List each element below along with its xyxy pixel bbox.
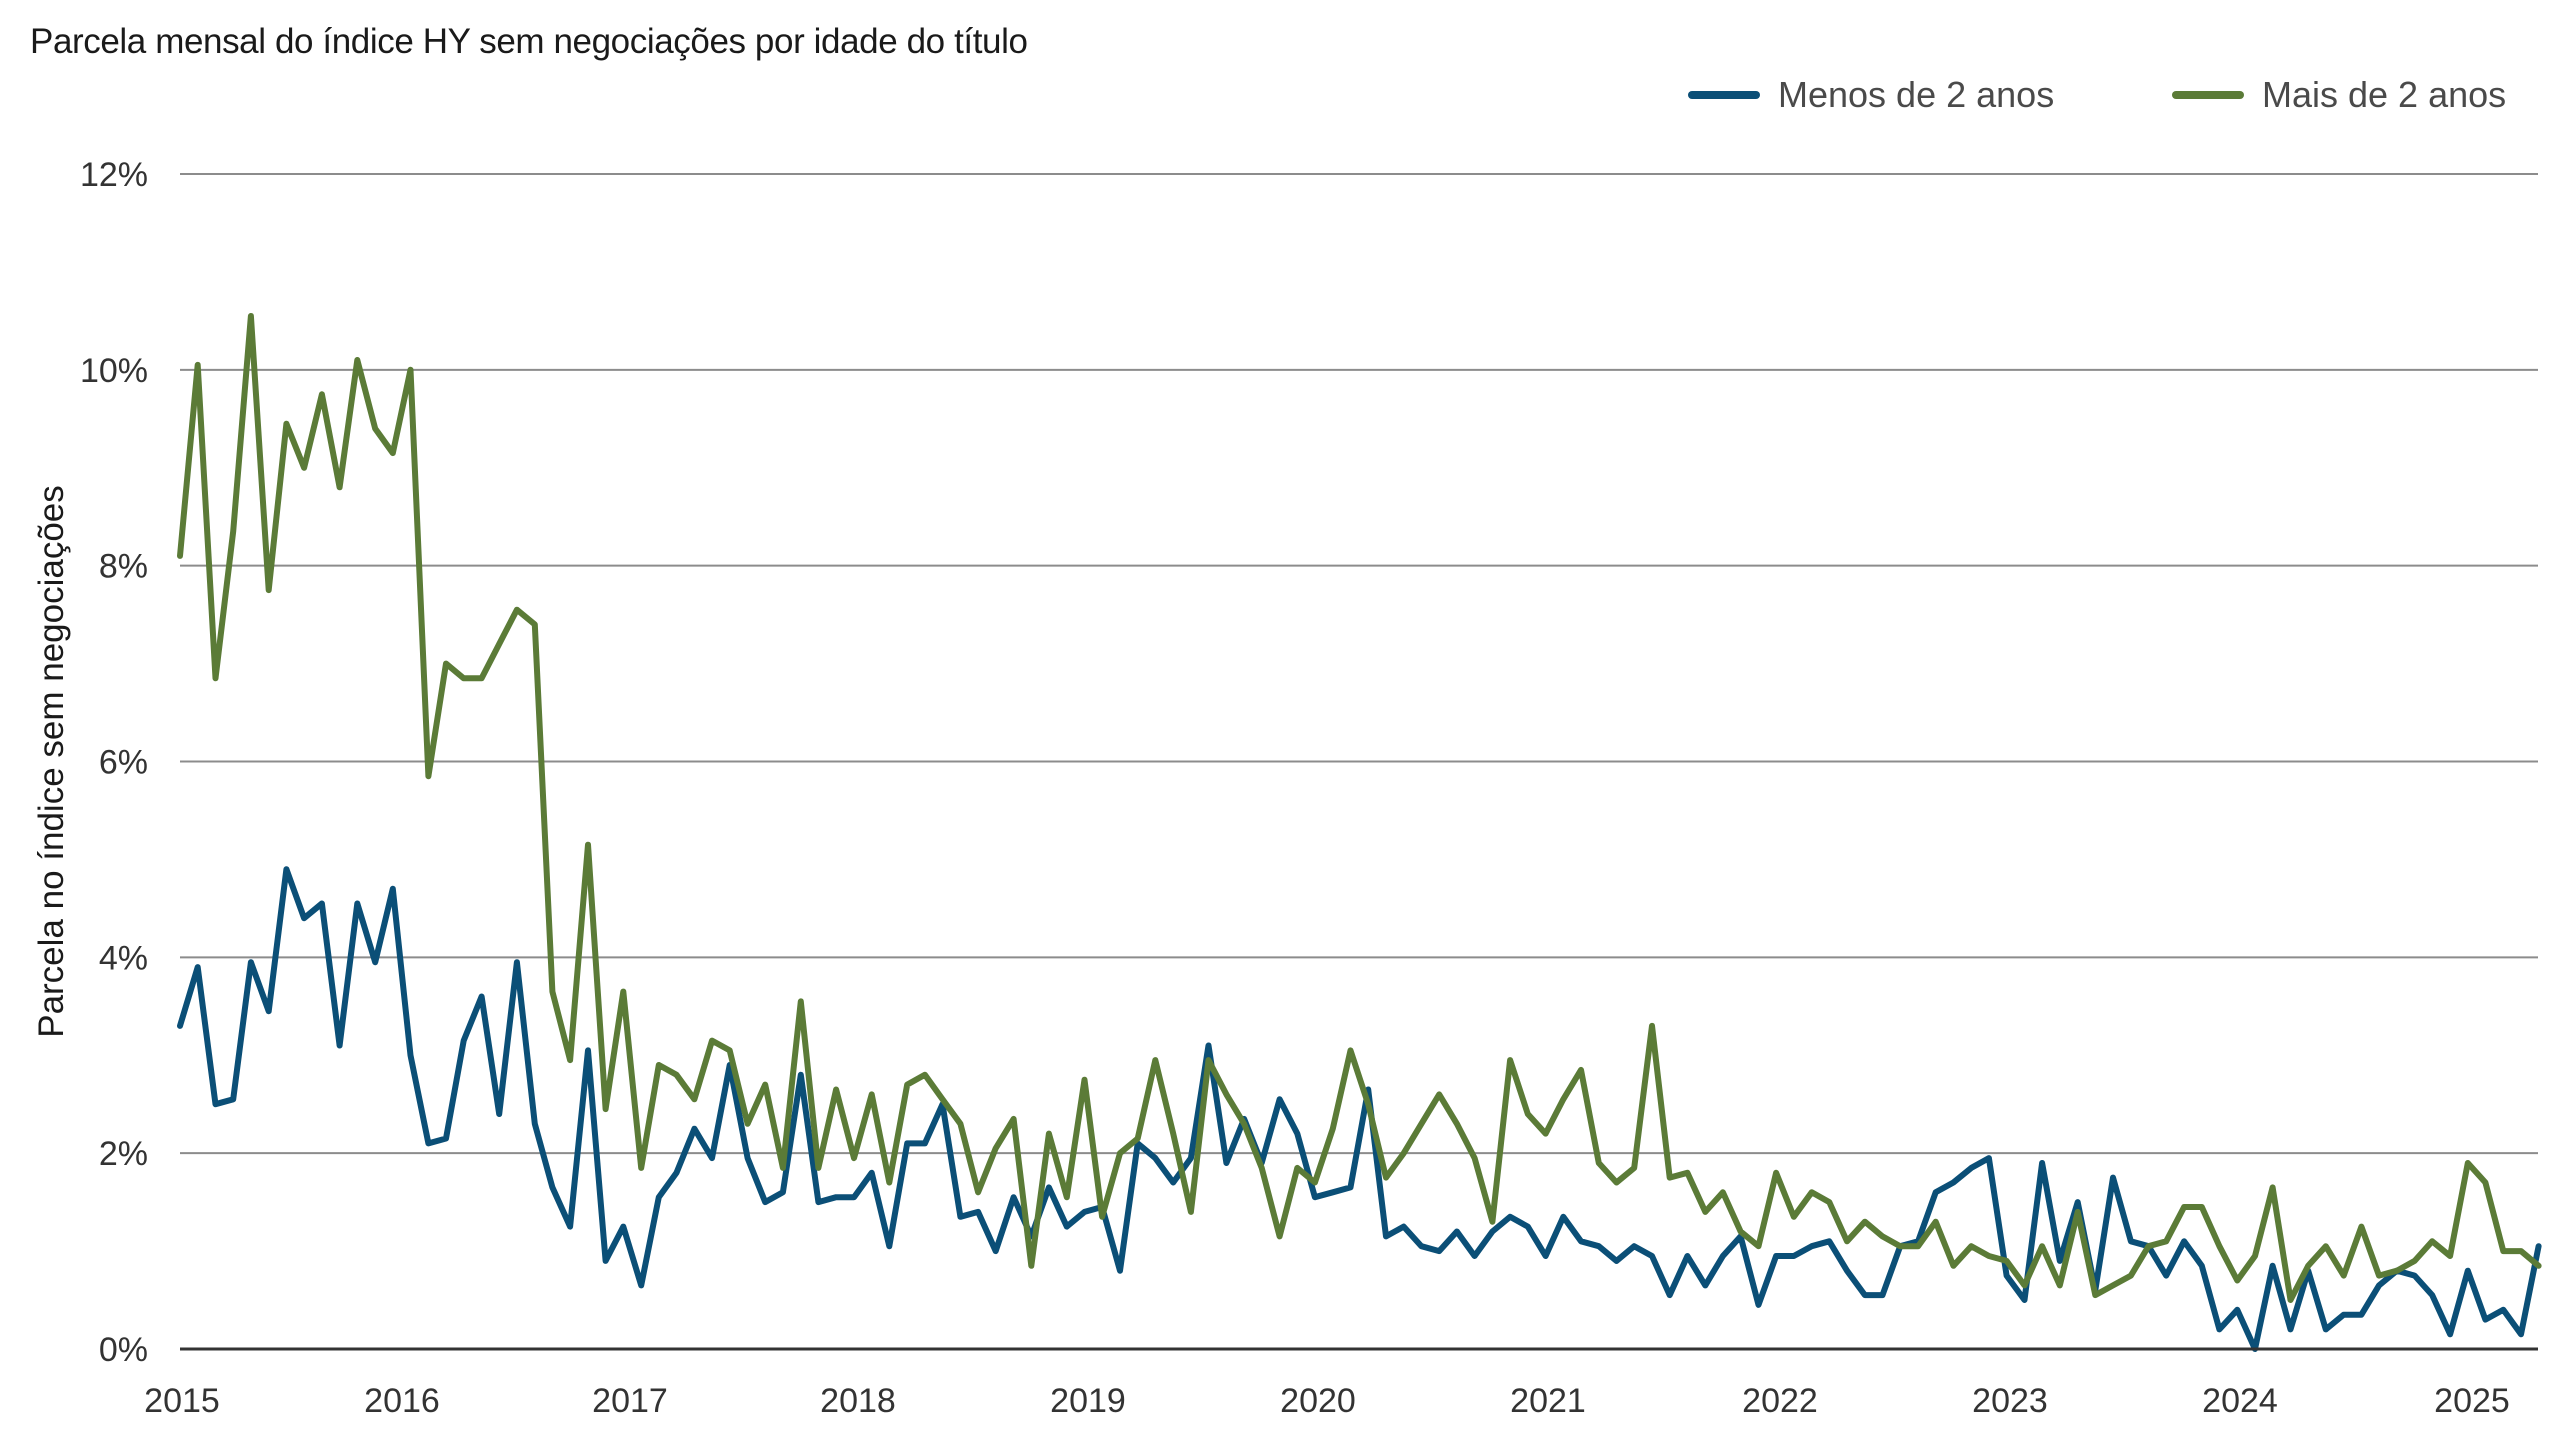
y-tick-label: 10% bbox=[80, 352, 148, 390]
x-tick-label: 2020 bbox=[1280, 1382, 1356, 1420]
y-tick-label: 0% bbox=[99, 1331, 148, 1369]
x-tick-label: 2016 bbox=[364, 1382, 440, 1420]
series-line-menos-de-2-anos bbox=[177, 866, 2542, 1352]
y-tick-label: 8% bbox=[99, 548, 148, 586]
x-tick-label: 2023 bbox=[1972, 1382, 2048, 1420]
y-tick-label: 4% bbox=[99, 939, 148, 977]
x-tick-label: 2022 bbox=[1742, 1382, 1818, 1420]
series-layer bbox=[177, 313, 2542, 1352]
x-axis-tick-labels: 2015 2016 2017 2018 2019 2020 2021 2022 2023 2024… bbox=[144, 1382, 2510, 1420]
legend-swatch-menos-de-2-anos bbox=[1688, 91, 1760, 99]
legend-label-menos-de-2-anos: Menos de 2 anos bbox=[1778, 74, 2055, 115]
x-tick-label: 2017 bbox=[592, 1382, 668, 1420]
legend-label-mais-de-2-anos: Mais de 2 anos bbox=[2262, 74, 2507, 115]
legend-swatch-mais-de-2-anos bbox=[2172, 91, 2244, 99]
y-tick-label: 12% bbox=[80, 156, 148, 194]
x-tick-label: 2021 bbox=[1510, 1382, 1586, 1420]
series-line-mais-de-2-anos bbox=[177, 313, 2542, 1303]
x-tick-label: 2025 bbox=[2434, 1382, 2510, 1420]
y-tick-label: 2% bbox=[99, 1135, 148, 1173]
x-tick-label: 2018 bbox=[820, 1382, 896, 1420]
legend-item-menos-de-2-anos: Menos de 2 anos bbox=[1688, 74, 2054, 116]
x-tick-label: 2019 bbox=[1050, 1382, 1126, 1420]
y-tick-label: 6% bbox=[99, 744, 148, 782]
y-axis-label: Parcela no índice sem negociações bbox=[32, 485, 71, 1038]
x-tick-label: 2024 bbox=[2202, 1382, 2278, 1420]
legend: Menos de 2 anos Mais de 2 anos bbox=[0, 74, 2560, 124]
x-tick-label: 2015 bbox=[144, 1382, 220, 1420]
y-axis-tick-labels: 0% 2% 4% 6% 8% 10% 12% bbox=[80, 156, 148, 1369]
legend-item-mais-de-2-anos: Mais de 2 anos bbox=[2172, 74, 2506, 116]
chart-title: Parcela mensal do índice HY sem negociaç… bbox=[30, 22, 1028, 61]
